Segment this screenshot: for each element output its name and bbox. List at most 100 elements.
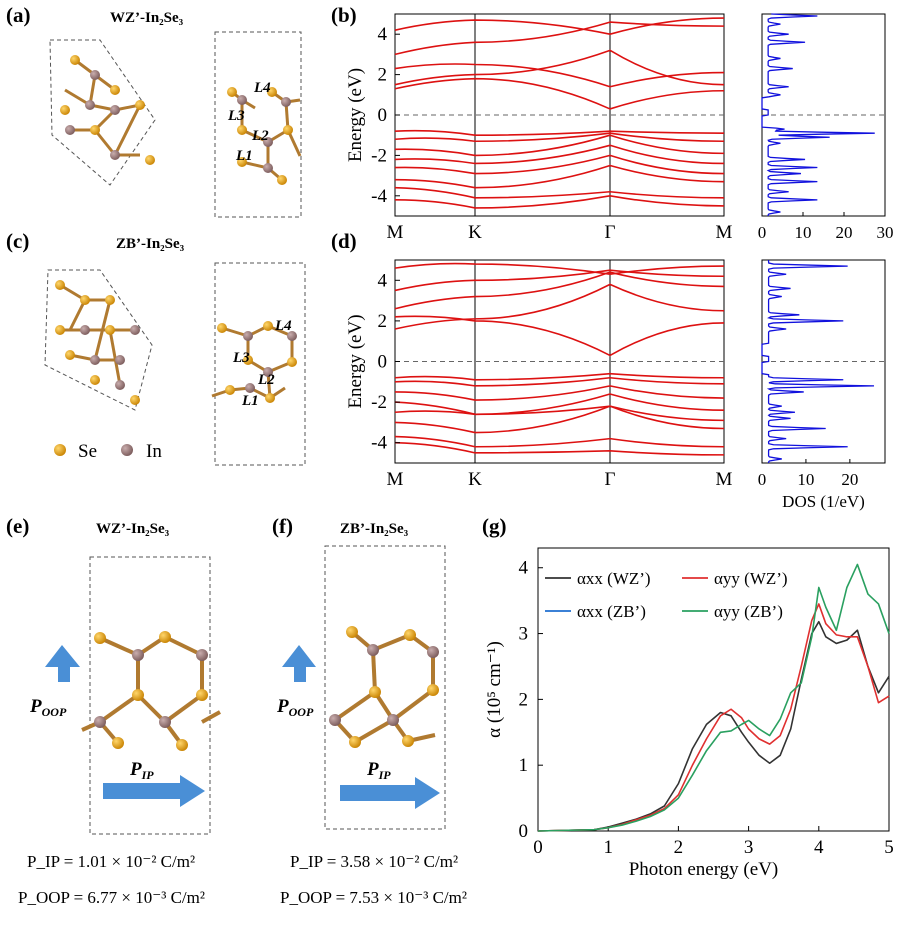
y-tick-label: -2 (371, 145, 387, 166)
title-c: ZB’-In₂Se₃ (116, 236, 185, 252)
x-tick-label: 5 (884, 837, 894, 858)
y-tick-label: 2 (378, 311, 388, 332)
kpoint-label: Γ (605, 469, 616, 490)
band-line (394, 144, 725, 165)
structure-f: POOP PIP (276, 545, 446, 830)
formula-e-ip: P_IP = 1.01 × 10⁻² C/m² (27, 852, 196, 871)
panel-label-c: (c) (6, 229, 29, 253)
formula-f-oop: P_OOP = 7.53 × 10⁻³ C/m² (280, 888, 467, 907)
legend-label-2: αxx (ZB’) (577, 602, 646, 621)
panel-label-g: (g) (482, 514, 507, 538)
dos-curve (761, 260, 875, 464)
dos-tick-label: 20 (836, 223, 853, 242)
series-line-1 (537, 603, 890, 832)
band-line (394, 262, 725, 276)
band-line (394, 194, 725, 209)
y-tick-label: 0 (378, 352, 388, 373)
band-line (394, 129, 725, 137)
y-tick-label: 3 (519, 624, 529, 645)
band-line (394, 441, 725, 456)
title-e: WZ’-In₂Se₃ (96, 521, 170, 537)
legend-label-3: αyy (ZB’) (714, 602, 783, 621)
x-tick-label: 0 (533, 837, 543, 858)
x-tick-label: 1 (603, 837, 613, 858)
dos-tick-label: 10 (795, 223, 812, 242)
dos-tick-label: 10 (797, 470, 814, 489)
band-line (394, 385, 725, 401)
structure-c-side-view: L4 L3 L2 L1 (211, 262, 306, 466)
band-line (394, 132, 725, 143)
band-line (394, 283, 725, 330)
band-line (394, 17, 725, 36)
in-legend-label: In (146, 441, 162, 462)
panel-label-e: (e) (6, 514, 29, 538)
p-ip-label-f: PIP (366, 759, 391, 782)
x-axis-label: Photon energy (eV) (629, 859, 779, 880)
band-line (394, 315, 725, 357)
band-line (394, 164, 725, 189)
dos-tick-label: 20 (841, 470, 858, 489)
kpoint-label: M (716, 469, 733, 490)
kpoint-label: M (387, 469, 404, 490)
x-tick-label: 4 (814, 837, 824, 858)
dos-d: 0 10 20 DOS (1/eV) (758, 259, 886, 511)
x-tick-label: 2 (674, 837, 684, 858)
band-structure-b: 4 2 0 -2 -4 Energy (eV) M K Γ M (345, 13, 733, 243)
p-ip-arrow-f (340, 777, 440, 809)
y-tick-label: 4 (519, 558, 529, 579)
band-line (394, 376, 725, 387)
structure-e: POOP PIP (29, 556, 221, 835)
dos-tick-label: 0 (758, 470, 767, 489)
band-line (394, 49, 725, 86)
panel-label-b: (b) (331, 3, 357, 27)
kpoint-label: M (716, 222, 733, 243)
y-tick-label: 1 (519, 755, 529, 776)
band-line (394, 271, 725, 310)
panel-label-f: (f) (272, 514, 293, 538)
y-tick-label: -4 (371, 186, 387, 207)
band-line (394, 21, 725, 56)
y-axis-label: Energy (eV) (345, 314, 366, 408)
kpoint-label: K (468, 222, 482, 243)
kpoint-label: Γ (605, 222, 616, 243)
band-line (394, 77, 725, 110)
dos-curve (761, 13, 875, 217)
y-tick-label: 2 (519, 689, 529, 710)
se-legend-label: Se (78, 441, 97, 462)
structure-c-top-view (44, 269, 153, 411)
dos-axis-label: DOS (1/eV) (782, 492, 865, 511)
legend-label-1: αyy (WZ’) (714, 569, 788, 588)
y-tick-label: 0 (378, 105, 388, 126)
in-legend-marker (121, 444, 133, 456)
bond-label-c-3: L2 (257, 372, 275, 388)
se-legend-marker (54, 444, 66, 456)
p-oop-label-e: POOP (29, 696, 67, 719)
band-line (394, 186, 725, 199)
band-line (394, 134, 725, 157)
y-tick-label: 2 (378, 65, 388, 86)
panel-label-a: (a) (6, 3, 31, 27)
band-line (394, 435, 725, 448)
panel-label-d: (d) (331, 229, 357, 253)
p-ip-arrow-e (103, 775, 205, 807)
band-line (394, 405, 725, 434)
p-oop-arrow-e (45, 645, 80, 682)
bond-label-a-1: L4 (253, 80, 271, 96)
chart-frame (537, 547, 890, 832)
title-a: WZ’-In₂Se₃ (110, 10, 184, 26)
dos-b: 0 10 20 30 (758, 13, 894, 242)
y-axis-label: Energy (eV) (345, 68, 366, 162)
title-f: ZB’-In₂Se₃ (340, 521, 409, 537)
p-oop-arrow-f (282, 645, 316, 682)
band-line (394, 405, 725, 422)
dos-tick-label: 0 (758, 223, 767, 242)
y-tick-label: 4 (378, 270, 388, 291)
bond-label-c-2: L3 (232, 350, 250, 366)
formula-f-ip: P_IP = 3.58 × 10⁻² C/m² (290, 852, 459, 871)
y-tick-label: 0 (519, 821, 529, 842)
series-line-0 (537, 620, 890, 832)
y-tick-label: -4 (371, 433, 387, 454)
bond-label-c-4: L1 (241, 393, 259, 409)
dos-tick-label: 30 (877, 223, 894, 242)
